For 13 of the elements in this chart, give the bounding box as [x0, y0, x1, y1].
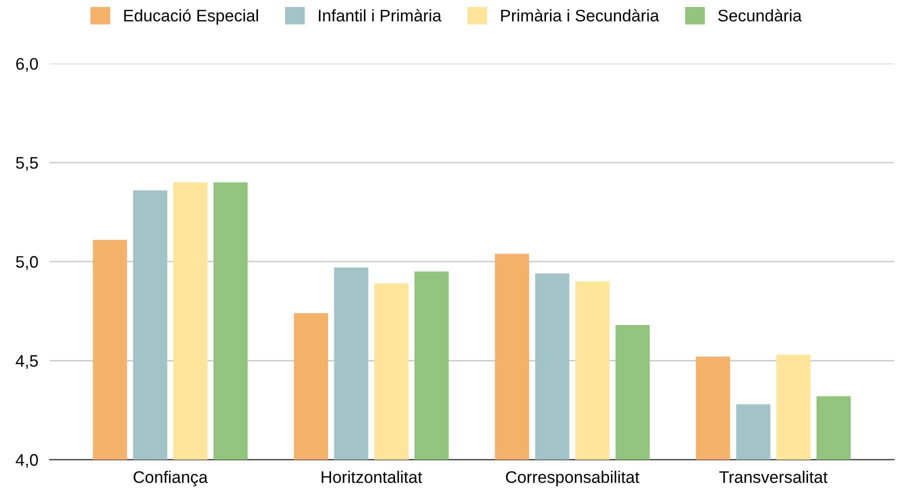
x-tick-label: Transversalitat [719, 470, 828, 484]
x-tick-label: Corresponsabilitat [506, 470, 640, 486]
legend-label: Primària i Secundària [501, 9, 660, 22]
legend-label: Secundària [718, 9, 802, 22]
y-tick-label: 4,5 [16, 355, 38, 369]
x-tick-label: Confiança [134, 470, 208, 486]
y-tick-label: 4,0 [16, 454, 38, 468]
y-tick-label: 6,0 [16, 58, 38, 72]
y-tick-label: 5,5 [16, 157, 38, 171]
y-tick-label: 5,0 [16, 256, 38, 270]
legend-label: Educació Especial [124, 9, 258, 25]
legend-label: Infantil i Primària [318, 9, 442, 22]
x-tick-label: Horitzontalitat [322, 470, 422, 484]
